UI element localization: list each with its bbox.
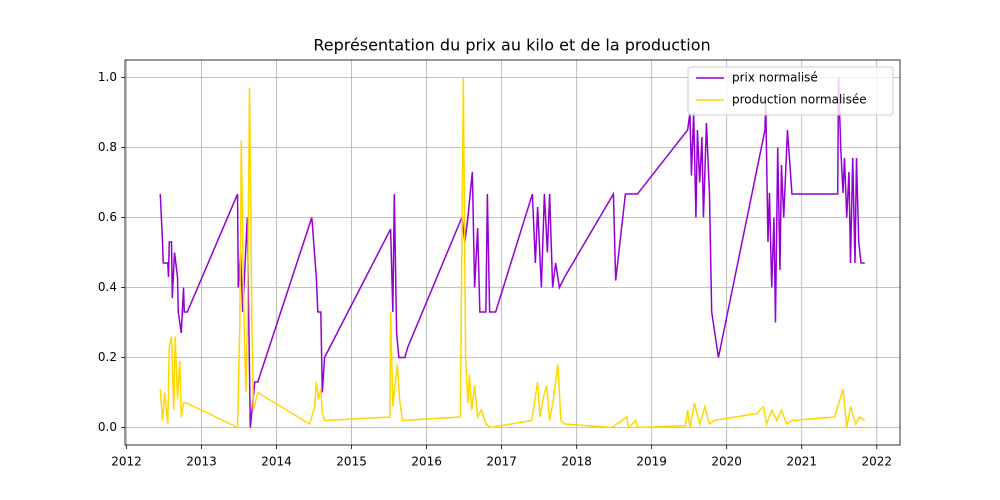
chart-title: Représentation du prix au kilo et de la … bbox=[313, 36, 710, 55]
series-line bbox=[159, 77, 866, 430]
y-tick-label: 1.0 bbox=[98, 70, 117, 84]
x-tick-label: 2022 bbox=[861, 455, 892, 469]
y-tick-label: 0.2 bbox=[98, 350, 117, 364]
x-tick-label: 2016 bbox=[411, 455, 442, 469]
legend-label: prix normalisé bbox=[732, 71, 818, 85]
x-tick-label: 2019 bbox=[636, 455, 667, 469]
x-tick-label: 2018 bbox=[561, 455, 592, 469]
y-tick-label: 0.0 bbox=[98, 420, 117, 434]
plot-frame bbox=[124, 59, 901, 446]
x-tick-label: 2017 bbox=[486, 455, 517, 469]
x-tick-label: 2015 bbox=[336, 455, 367, 469]
x-tick-label: 2020 bbox=[711, 455, 742, 469]
legend: prix normalisé production normalisée bbox=[687, 66, 894, 116]
x-tick-label: 2012 bbox=[111, 455, 142, 469]
y-tick-label: 0.4 bbox=[98, 280, 117, 294]
x-tick-label: 2014 bbox=[261, 455, 292, 469]
y-tick-label: 0.8 bbox=[98, 140, 117, 154]
legend-box bbox=[687, 66, 894, 116]
y-tick-label: 0.6 bbox=[98, 210, 117, 224]
legend-label: production normalisée bbox=[732, 93, 867, 107]
x-tick-label: 2021 bbox=[786, 455, 817, 469]
series-line bbox=[159, 77, 865, 428]
x-tick-label: 2013 bbox=[186, 455, 217, 469]
